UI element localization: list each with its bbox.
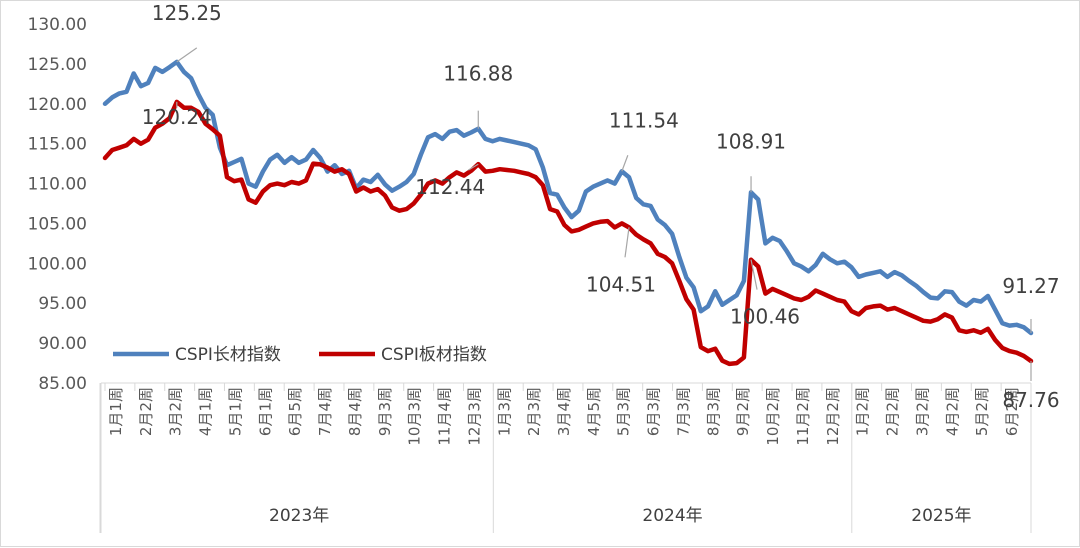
data-label: 108.91 (716, 129, 786, 153)
x-tick-label: 8月3周 (704, 387, 722, 436)
x-tick-label: 5月2周 (973, 387, 991, 436)
y-tick-label: 90.00 (38, 334, 87, 354)
x-tick-label: 4月5周 (585, 387, 603, 436)
x-tick-label: 10月2周 (764, 387, 782, 446)
annotation-leader (176, 47, 198, 63)
year-label: 2023年 (269, 506, 329, 526)
x-tick-label: 2月2周 (137, 387, 155, 436)
y-tick-label: 110.00 (28, 175, 87, 195)
x-tick-label: 5月1周 (226, 387, 244, 436)
x-tick-label: 1月3周 (495, 387, 513, 436)
x-tick-label: 11月2周 (794, 387, 812, 446)
year-label: 2025年 (911, 506, 971, 526)
x-tick-label: 12月2周 (824, 387, 842, 446)
x-tick-label: 3月4周 (555, 387, 573, 436)
x-tick-label: 7月4周 (316, 387, 334, 436)
y-tick-label: 130.00 (28, 15, 87, 35)
y-tick-label: 95.00 (38, 294, 87, 314)
x-tick-label: 11月4周 (436, 387, 454, 446)
x-tick-label: 2月3周 (525, 387, 543, 436)
x-tick-label: 6月5周 (286, 387, 304, 436)
year-label: 2024年 (642, 506, 702, 526)
x-tick-label: 3月2周 (913, 387, 931, 436)
x-tick-label: 9月2周 (734, 387, 752, 436)
annotation-leader (621, 155, 629, 172)
data-label: 120.24 (142, 105, 212, 129)
data-label: 112.44 (415, 175, 485, 199)
x-tick-label: 6月3周 (645, 387, 663, 436)
x-tick-label: 2月2周 (884, 387, 902, 436)
y-tick-label: 105.00 (28, 214, 87, 234)
x-tick-label: 7月3周 (674, 387, 692, 436)
x-tick-label: 9月3周 (376, 387, 394, 436)
x-tick-label: 8月4周 (346, 387, 364, 436)
x-tick-label: 1月1周 (107, 387, 125, 436)
series-line-1 (102, 59, 1034, 336)
x-tick-label: 4月2周 (943, 387, 961, 436)
x-tick-label: 10月3周 (406, 387, 424, 446)
x-tick-label: 5月3周 (615, 387, 633, 436)
legend-label-2: CSPI板材指数 (381, 345, 487, 365)
series-line-2 (102, 99, 1034, 367)
data-label: 87.76 (1002, 388, 1059, 412)
annotation-leader (467, 163, 479, 171)
y-tick-label: 125.00 (28, 55, 87, 75)
data-label: 91.27 (1002, 274, 1059, 298)
x-tick-label: 6月1周 (256, 387, 274, 436)
x-tick-label: 1月2周 (854, 387, 872, 436)
data-label: 100.46 (730, 305, 800, 329)
x-tick-label: 6月2周 (1003, 387, 1021, 436)
data-label: 111.54 (609, 108, 679, 132)
y-tick-label: 85.00 (38, 374, 87, 394)
x-tick-label: 4月1周 (197, 387, 215, 436)
y-tick-label: 120.00 (28, 95, 87, 115)
data-label: 125.25 (152, 1, 222, 25)
y-tick-label: 115.00 (28, 135, 87, 155)
annotation-leader (624, 227, 630, 258)
x-tick-label: 12月3周 (465, 387, 483, 446)
x-tick-label: 3月2周 (167, 387, 185, 436)
y-tick-label: 100.00 (28, 254, 87, 274)
annotation-leader (750, 259, 758, 290)
data-label: 104.51 (586, 272, 656, 296)
data-label: 116.88 (443, 62, 513, 86)
legend-label-1: CSPI长材指数 (175, 345, 281, 365)
